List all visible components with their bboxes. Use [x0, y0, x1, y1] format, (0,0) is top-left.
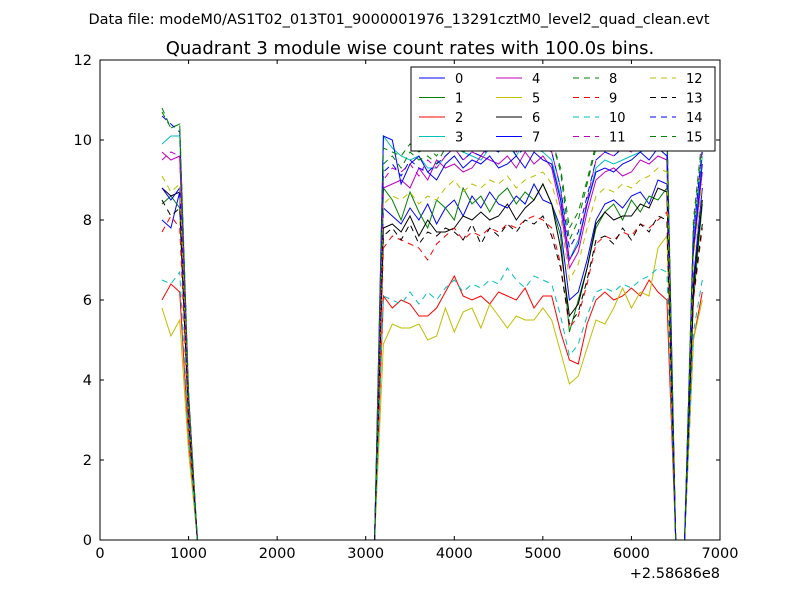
y-tick-label: 8 — [83, 213, 92, 229]
series-line-13 — [161, 199, 703, 540]
legend-label-7: 7 — [532, 131, 540, 146]
x-tick-label: 2000 — [259, 546, 296, 562]
legend-label-0: 0 — [455, 72, 463, 87]
series-layer — [161, 107, 703, 540]
data-file-label: Data file: modeM0/AS1T02_013T01_90000019… — [88, 12, 709, 28]
y-tick-label: 12 — [74, 53, 92, 69]
x-tick-label: 0 — [95, 546, 104, 562]
legend-label-11: 11 — [609, 131, 626, 146]
legend-label-15: 15 — [686, 131, 703, 146]
legend-label-2: 2 — [455, 111, 463, 126]
x-axis-offset-label: +2.58686e8 — [630, 566, 720, 582]
series-line-10 — [161, 267, 703, 540]
chart-title: Quadrant 3 module wise count rates with … — [166, 38, 655, 59]
x-tick-label: 3000 — [347, 546, 384, 562]
legend-label-6: 6 — [532, 111, 540, 126]
x-tick-label: 5000 — [524, 546, 561, 562]
legend-label-3: 3 — [455, 131, 463, 146]
x-tick-label: 6000 — [613, 546, 650, 562]
series-line-5 — [161, 234, 703, 540]
legend-label-13: 13 — [686, 92, 703, 107]
series-line-0 — [161, 179, 703, 540]
y-tick-label: 0 — [83, 533, 92, 549]
legend-label-8: 8 — [609, 72, 617, 87]
series-line-8 — [161, 107, 703, 540]
y-tick-label: 4 — [83, 373, 92, 389]
series-line-14 — [161, 115, 703, 540]
legend-label-4: 4 — [532, 72, 540, 87]
x-tick-label: 1000 — [170, 546, 207, 562]
y-tick-label: 2 — [83, 453, 92, 469]
legend-label-5: 5 — [532, 92, 540, 107]
legend-label-1: 1 — [455, 92, 463, 107]
series-line-12 — [161, 167, 703, 540]
series-line-4 — [161, 151, 703, 540]
x-tick-label: 7000 — [702, 546, 739, 562]
legend-label-14: 14 — [686, 111, 703, 126]
legend-label-12: 12 — [686, 72, 703, 87]
series-line-7 — [161, 135, 703, 540]
series-line-1 — [161, 182, 703, 540]
y-tick-label: 6 — [83, 293, 92, 309]
y-tick-label: 10 — [74, 133, 92, 149]
legend-label-10: 10 — [609, 111, 626, 126]
series-line-6 — [161, 182, 703, 540]
series-line-9 — [161, 210, 703, 540]
series-line-11 — [161, 127, 703, 540]
series-line-2 — [161, 274, 703, 540]
legend-label-9: 9 — [609, 92, 617, 107]
x-tick-label: 4000 — [436, 546, 473, 562]
